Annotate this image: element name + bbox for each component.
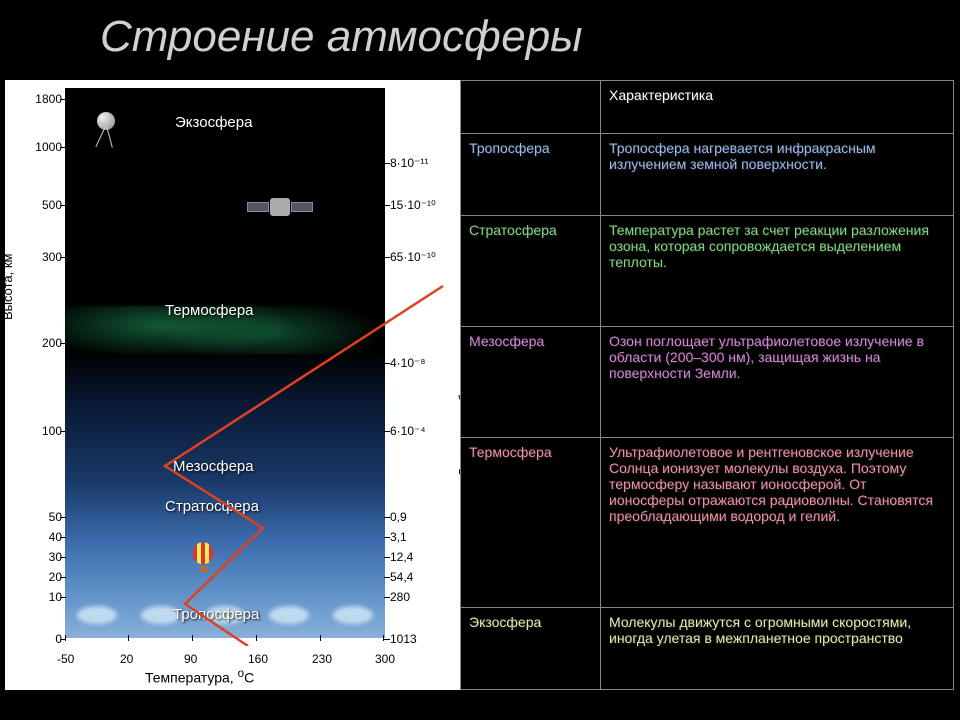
y2-tick: 0,9 <box>390 510 407 524</box>
y2-tick: 6·10⁻⁴ <box>390 424 426 438</box>
y2-tick: 54,4 <box>390 570 413 584</box>
table-row: МезосфераОзон поглощает ультрафиолетовое… <box>461 327 954 438</box>
y-tick: 20 <box>22 570 62 584</box>
y-tick: 100 <box>22 424 62 438</box>
row-name: Термосфера <box>461 438 601 608</box>
table-row: ТропосфераТропосфера нагревается инфракр… <box>461 133 954 215</box>
y2-tick: 3,1 <box>390 530 407 544</box>
table-header-empty <box>461 81 601 134</box>
slide-title: Строение атмосферы <box>100 12 583 62</box>
y2-tick: 280 <box>390 590 410 604</box>
y-tick: 50 <box>22 510 62 524</box>
y2-tick: 65·10⁻¹⁰ <box>390 250 436 264</box>
y-tick: 0 <box>22 632 62 646</box>
row-text: Тропосфера нагревается инфракрасным излу… <box>601 133 954 215</box>
y-tick: 200 <box>22 336 62 350</box>
x-tick: 300 <box>375 652 395 666</box>
x-tick: 160 <box>248 652 268 666</box>
y2-tick: 8·10⁻¹¹ <box>390 156 428 170</box>
table-row: СтратосфераТемпература растет за счет ре… <box>461 215 954 326</box>
row-text: Ультрафиолетовое и рентгеновское излучен… <box>601 438 954 608</box>
y2-tick: 1013 <box>390 632 417 646</box>
row-text: Температура растет за счет реакции разло… <box>601 215 954 326</box>
y2-tick: 4·10⁻⁸ <box>390 356 425 370</box>
characteristics-table: Характеристика ТропосфераТропосфера нагр… <box>460 80 954 690</box>
y-tick: 40 <box>22 530 62 544</box>
x-tick: 20 <box>120 652 133 666</box>
y-tick: 10 <box>22 590 62 604</box>
x-tick: 230 <box>312 652 332 666</box>
y-tick: 30 <box>22 550 62 564</box>
row-name: Тропосфера <box>461 133 601 215</box>
x-axis-label: Температура, oC <box>145 667 254 686</box>
x-tick: -50 <box>57 652 74 666</box>
sputnik-icon <box>97 112 115 130</box>
atmosphere-diagram: Экзосфера Термосфера Мезосфера Стратосфе… <box>5 80 460 690</box>
row-name: Мезосфера <box>461 327 601 438</box>
row-text: Молекулы движутся с огромными скоростями… <box>601 607 954 689</box>
row-text: Озон поглощает ультрафиолетовое излучени… <box>601 327 954 438</box>
y-axis-label: Высота, км <box>0 254 15 321</box>
y-tick: 1800 <box>22 92 62 106</box>
table-header-char: Характеристика <box>601 81 954 134</box>
y-tick: 300 <box>22 250 62 264</box>
table-row: ЭкзосфераМолекулы движутся с огромными с… <box>461 607 954 689</box>
row-name: Экзосфера <box>461 607 601 689</box>
table-row: ТермосфераУльтрафиолетовое и рентгеновск… <box>461 438 954 608</box>
row-name: Стратосфера <box>461 215 601 326</box>
chart-area: Экзосфера Термосфера Мезосфера Стратосфе… <box>65 88 385 638</box>
y-tick: 500 <box>22 198 62 212</box>
y2-tick: 15·10⁻¹⁰ <box>390 198 436 212</box>
x-tick: 90 <box>184 652 197 666</box>
y-tick: 1000 <box>22 140 62 154</box>
y2-tick: 12,4 <box>390 550 413 564</box>
